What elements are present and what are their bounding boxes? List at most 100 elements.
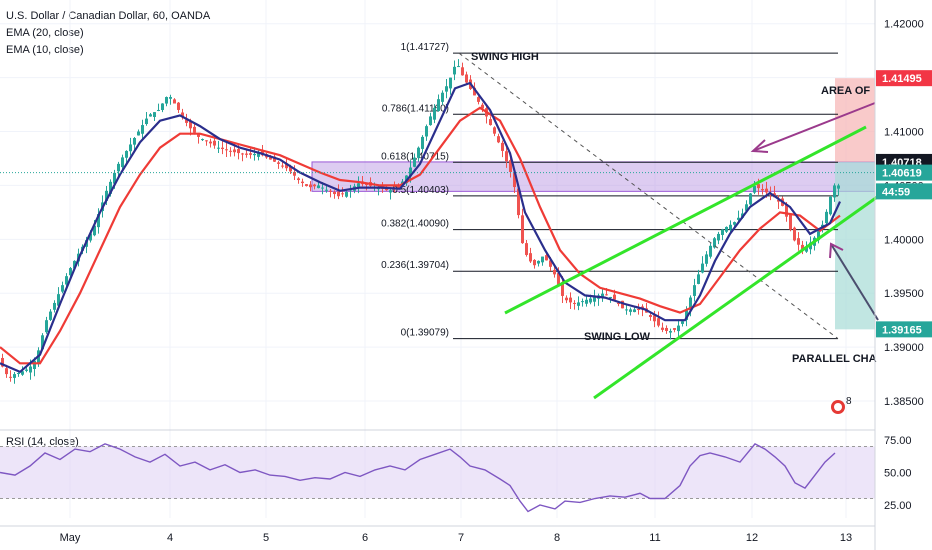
candle-body <box>461 67 464 76</box>
candle-body <box>837 185 840 189</box>
candle-body <box>609 297 612 299</box>
candle-body <box>749 193 752 205</box>
candle-body <box>797 238 800 245</box>
candle-body <box>541 256 544 263</box>
candle-body <box>549 260 552 267</box>
ema20-legend[interactable]: EMA (20, close) <box>6 27 84 39</box>
candle-body <box>533 259 536 266</box>
candle-body <box>713 238 716 248</box>
candle-body <box>753 185 756 193</box>
channel-lower-line <box>593 193 881 400</box>
candle-body <box>185 119 188 123</box>
candle-body <box>517 188 520 216</box>
price-tag-label-0: 1.41495 <box>882 73 922 85</box>
ema20-line <box>0 106 841 365</box>
candle-body <box>421 136 424 149</box>
time-tick-label-5: 8 <box>554 532 560 544</box>
price-tag-0 <box>876 70 932 87</box>
candle-body <box>233 149 236 153</box>
candle-body <box>197 133 200 137</box>
candle-body <box>465 74 468 83</box>
candle-body <box>245 153 248 155</box>
candle-body <box>417 147 420 158</box>
candle-body <box>93 225 96 236</box>
candle-body <box>557 273 560 286</box>
candle-body <box>133 137 136 145</box>
candle-body <box>9 376 12 378</box>
candle-body <box>453 66 456 75</box>
candle-body <box>137 131 140 136</box>
candle-body <box>677 325 680 332</box>
swing-high-label: SWING HIGH <box>471 51 539 63</box>
candle-body <box>145 118 148 125</box>
candle-body <box>213 140 216 146</box>
price-tick-label-5: 1.39500 <box>884 288 924 300</box>
candle-body <box>561 282 564 296</box>
candle-body <box>473 87 476 96</box>
candle-body <box>589 298 592 303</box>
swing-low-label: SWING LOW <box>584 331 651 343</box>
candle-body <box>225 149 228 151</box>
candle-body <box>621 300 624 309</box>
candle-body <box>757 184 760 189</box>
candle-body <box>253 153 256 156</box>
candle-body <box>13 374 16 378</box>
candle-body <box>241 153 244 155</box>
candle-body <box>601 293 604 298</box>
candle-body <box>281 165 284 167</box>
time-tick-label-3: 6 <box>362 532 368 544</box>
candle-body <box>649 315 652 317</box>
candle-body <box>109 181 112 194</box>
candle-body <box>273 156 276 162</box>
candle-body <box>17 373 20 375</box>
candle-body <box>521 215 524 244</box>
candle-body <box>249 153 252 155</box>
candle-body <box>569 297 572 303</box>
price-tag-label-4: 1.39165 <box>882 324 922 336</box>
rsi-legend[interactable]: RSI (14, close) <box>6 436 79 448</box>
candle-body <box>669 330 672 333</box>
candle-body <box>409 167 412 177</box>
candle-body <box>345 191 348 197</box>
candle-body <box>661 327 664 330</box>
price-tag-3 <box>876 183 932 200</box>
candle-body <box>97 214 100 228</box>
candle-body <box>301 181 304 184</box>
candle-body <box>761 189 764 191</box>
candle-body <box>729 224 732 230</box>
area-of-label: AREA OF <box>821 85 870 97</box>
time-tick-label-0: May <box>60 532 81 544</box>
candle-body <box>25 369 28 371</box>
rsi-pane <box>0 429 875 513</box>
fib-label-6: 0(1.39079) <box>401 328 449 339</box>
candle-body <box>153 112 156 117</box>
candle-body <box>169 97 172 99</box>
price-tag-4 <box>876 321 932 338</box>
fib-label-5: 0.236(1.39704) <box>381 260 449 271</box>
candle-body <box>545 255 548 261</box>
candle-body <box>725 226 728 232</box>
candle-body <box>337 191 340 197</box>
candle-body <box>425 126 428 137</box>
fib-trend-line <box>458 52 839 340</box>
trend-drawings <box>0 52 881 400</box>
price-tick-label-7: 1.38500 <box>884 396 924 408</box>
candle-body <box>189 121 192 129</box>
candle-body <box>437 99 440 112</box>
candle-body <box>41 335 44 350</box>
ema10-legend[interactable]: EMA (10, close) <box>6 44 84 56</box>
candle-body <box>21 371 24 375</box>
candle-body <box>489 119 492 126</box>
candle-body <box>333 191 336 195</box>
candle-body <box>309 184 312 188</box>
candle-body <box>45 320 48 333</box>
candle-body <box>49 311 52 320</box>
candle-body <box>785 204 788 217</box>
candle-body <box>653 315 656 322</box>
candle-body <box>433 107 436 120</box>
candle-body <box>573 302 576 304</box>
candle-body <box>825 211 828 224</box>
arrow-head-channel <box>829 242 844 259</box>
candle-body <box>693 285 696 296</box>
